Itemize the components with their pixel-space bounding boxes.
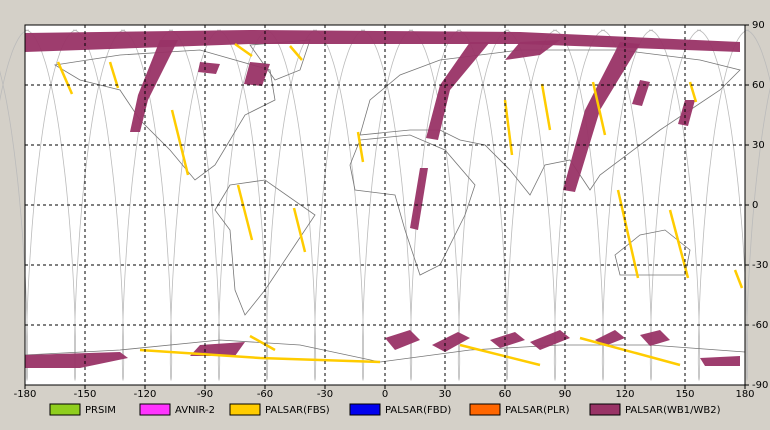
legend-swatch [589, 403, 621, 416]
axes: -180 -150 -120 -90 -60 -30 0 30 60 90 120 150 180-90… [14, 20, 769, 400]
y-tick-label: -90 [752, 380, 768, 391]
orbit-track [312, 29, 414, 382]
legend-label: PALSAR(WB1/WB2) [625, 405, 721, 416]
swath [640, 330, 670, 346]
plot-frame [24, 24, 746, 386]
legend-swatch [139, 403, 171, 416]
swath [292, 207, 307, 253]
legend-label: PALSAR(FBD) [385, 405, 451, 416]
swath [503, 99, 514, 156]
swath [170, 109, 190, 176]
y-tick-label: -30 [752, 260, 768, 271]
swath [490, 332, 525, 348]
swath [540, 83, 552, 131]
swath [579, 336, 681, 367]
y-tick-label: -60 [752, 320, 768, 331]
x-tick-label: -90 [197, 389, 213, 400]
swath [426, 42, 490, 140]
swath [563, 42, 640, 192]
x-tick-label: 0 [382, 389, 388, 400]
orbit-track [216, 29, 318, 382]
swath [432, 332, 470, 352]
x-tick-label: -180 [14, 389, 37, 400]
swath [733, 269, 744, 289]
x-tick-label: 180 [735, 389, 754, 400]
south-america [214, 179, 316, 316]
swath [678, 100, 695, 126]
swath [198, 62, 220, 74]
swath [632, 80, 650, 106]
swath [505, 40, 560, 60]
orbit-track [24, 29, 126, 382]
swath [410, 168, 428, 230]
y-tick-label: 90 [752, 20, 765, 31]
swath [595, 330, 625, 346]
swath [700, 356, 740, 366]
legend-label: PALSAR(FBS) [265, 405, 330, 416]
swath [56, 61, 74, 95]
swath [190, 342, 245, 356]
legend-swatch [49, 403, 81, 416]
orbit-track [0, 29, 78, 382]
x-tick-label: 60 [499, 389, 512, 400]
orbit-track [120, 29, 222, 382]
orbit-track [168, 29, 270, 382]
orbit-track [456, 29, 558, 382]
y-tick-label: 0 [752, 200, 758, 211]
swaths-wb [25, 30, 740, 368]
africa [349, 134, 476, 276]
swath [249, 334, 276, 352]
swath [530, 330, 570, 350]
legend-label: AVNIR-2 [175, 405, 215, 416]
swath [25, 30, 740, 52]
swath [244, 62, 270, 86]
x-tick-label: -60 [257, 389, 273, 400]
australia [614, 229, 691, 276]
legend: PRSIM AVNIR-2 PALSAR(FBS) PALSAR(FBD) PALSAR… [49, 403, 721, 416]
swath [108, 61, 120, 89]
orbit-track [360, 29, 462, 382]
legend-label: PALSAR(PLR) [505, 405, 570, 416]
orbit-track [696, 29, 770, 382]
swath [236, 184, 254, 241]
legend-swatch [229, 403, 261, 416]
x-tick-label: 120 [615, 389, 634, 400]
x-tick-label: -30 [317, 389, 333, 400]
x-tick-label: 90 [559, 389, 572, 400]
legend-swatch [469, 403, 501, 416]
x-tick-label: 150 [675, 389, 694, 400]
x-tick-label: 30 [439, 389, 452, 400]
swath [130, 40, 178, 132]
x-tick-label: -150 [74, 389, 97, 400]
swath [289, 45, 303, 61]
swath [25, 352, 128, 368]
swath [234, 42, 253, 58]
swath [591, 81, 607, 136]
swath [356, 131, 365, 163]
north-america [53, 49, 276, 181]
swath [459, 343, 541, 367]
orbit-track [600, 29, 702, 382]
orbit-track [504, 29, 606, 382]
y-tick-label: 60 [752, 80, 765, 91]
legend-swatch [349, 403, 381, 416]
legend-label: PRSIM [85, 405, 116, 416]
y-tick-label: 30 [752, 140, 765, 151]
swath [139, 348, 381, 364]
orbit-track [264, 29, 366, 382]
swath [385, 330, 420, 350]
x-tick-label: -120 [134, 389, 157, 400]
